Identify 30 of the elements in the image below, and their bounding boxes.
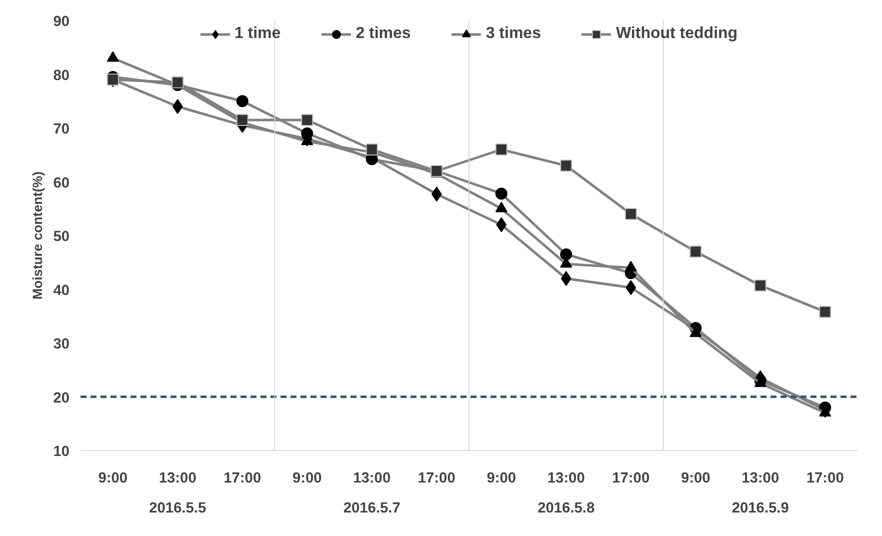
x-tick-label: 17:00 (806, 470, 844, 486)
legend-label: Without tedding (616, 25, 738, 43)
x-tick-label: 17:00 (612, 470, 650, 486)
x-tick-label: 13:00 (742, 470, 780, 486)
text: 2016.5.7 (343, 500, 400, 516)
y-tick-label: 50 (53, 229, 70, 245)
y-tick-label: 40 (53, 282, 70, 299)
y-tick-label: 80 (53, 68, 70, 84)
y-tick-label: 60 (53, 175, 70, 192)
x-tick-label: 17:00 (224, 470, 262, 486)
x-tick-label: 13:00 (158, 470, 196, 486)
y-axis-title: Moisture content(%) (30, 171, 46, 300)
x-tick-label: 9:00 (486, 470, 516, 486)
legend-label: 2 times (356, 25, 411, 43)
y-tick-label: 70 (53, 122, 70, 138)
y-tick-label: 10 (53, 444, 70, 460)
x-tick-label: 17:00 (418, 470, 456, 486)
x-tick-label: 13:00 (547, 470, 585, 486)
x-tick-label: 13:00 (353, 470, 391, 486)
legend-label: 3 times (486, 25, 541, 43)
text: 2016.5.9 (732, 500, 789, 516)
y-tick-label: 20 (53, 390, 70, 406)
y-tick-label: 30 (53, 336, 70, 352)
x-tick-label: 9:00 (98, 470, 128, 486)
x-tick-label: 9:00 (292, 470, 322, 486)
text: 2016.5.8 (538, 500, 595, 516)
legend-label: 1 time (234, 25, 281, 43)
text: 2016.5.5 (149, 500, 206, 516)
x-tick-label: 9:00 (680, 470, 710, 486)
y-tick-label: 90 (53, 14, 70, 30)
